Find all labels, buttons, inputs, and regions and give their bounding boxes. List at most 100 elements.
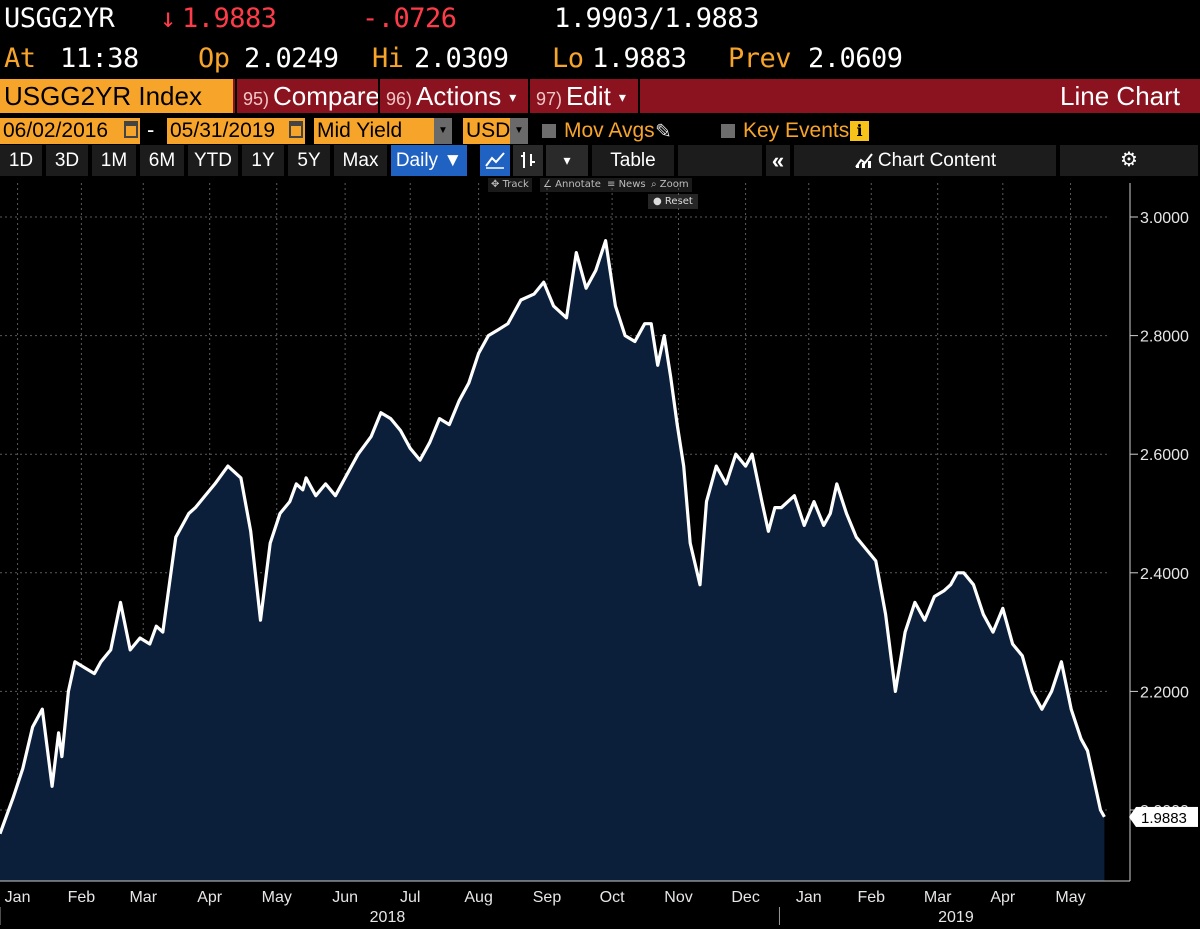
range-5y-button[interactable]: 5Y [288, 145, 332, 176]
dropdown-arrow-icon: ▼ [434, 118, 452, 144]
mov-avgs-label[interactable]: Mov Avgs [564, 119, 655, 142]
x-tick-label: May [1055, 889, 1085, 906]
last-value-box [1136, 806, 1198, 827]
quote-row-2: At 11:38 Op 2.0249 Hi 2.0309 Lo 1.9883 P… [0, 40, 1200, 80]
range-max-button[interactable]: Max [334, 145, 389, 176]
last-value-pointer [1129, 806, 1136, 827]
high-value: 2.0309 [414, 43, 509, 74]
x-tick-label: Jul [400, 889, 420, 906]
edit-button[interactable]: 97) Edit ▾ [528, 79, 638, 113]
news-tool[interactable]: ≡ News [604, 178, 649, 192]
bar-chart-icon[interactable] [513, 145, 545, 176]
year-label: 2019 [938, 909, 974, 926]
security-field[interactable]: USGG2YR Index [0, 79, 233, 113]
key-events-checkbox[interactable] [721, 124, 735, 138]
low-label: Lo [552, 43, 584, 74]
prev-label: Prev [728, 43, 792, 74]
last-value-label: 1.9883 [1141, 810, 1187, 827]
x-tick-label: Feb [68, 889, 96, 906]
zoom-tool[interactable]: ⌕ Zoom [648, 178, 692, 192]
net-change: -.0726 [362, 3, 457, 34]
x-tick-label: Mar [129, 889, 157, 906]
high-label: Hi [372, 43, 404, 74]
quote-row-1: USGG2YR ↓ 1.9883 -.0726 1.9903/1.9883 [0, 0, 1200, 40]
start-date-value: 06/02/2016 [3, 119, 109, 142]
actions-label: Actions [416, 81, 502, 111]
chart-content-button[interactable]: Chart Content [794, 145, 1058, 176]
yield-area [0, 240, 1105, 881]
collapse-icon[interactable]: « [766, 145, 792, 176]
range-1m-button[interactable]: 1M [92, 145, 138, 176]
info-icon[interactable]: i [850, 121, 869, 141]
actions-number: 96) [386, 89, 413, 109]
at-label: At [4, 43, 36, 74]
range-ytd-button[interactable]: YTD [188, 145, 240, 176]
parameter-bar: 06/02/2016 - 05/31/2019 Mid Yield ▼ USD … [0, 116, 1200, 144]
annotate-label: Annotate [555, 179, 601, 190]
x-tick-label: Sep [533, 889, 562, 906]
y-tick-label: 3.0000 [1140, 210, 1189, 227]
calendar-icon[interactable] [124, 121, 138, 138]
key-events-label[interactable]: Key Events [743, 119, 850, 142]
chart-content-label: Chart Content [877, 150, 997, 171]
reset-button[interactable]: ● Reset [648, 194, 698, 209]
low-value: 1.9883 [592, 43, 687, 74]
open-label: Op [198, 43, 230, 74]
dropdown-arrow-icon: ▼ [510, 118, 528, 144]
chart-type-area [638, 79, 1200, 113]
range-6m-button[interactable]: 6M [140, 145, 186, 176]
range-3d-button[interactable]: 3D [46, 145, 90, 176]
bid-ask: 1.9903/1.9883 [554, 3, 759, 34]
quote-time: 11:38 [60, 43, 139, 74]
year-label: 2018 [370, 909, 406, 926]
last-price: 1.9883 [182, 3, 277, 34]
field-select-value: Mid Yield [317, 119, 403, 142]
x-tick-label: Dec [731, 889, 759, 906]
x-tick-label: May [262, 889, 292, 906]
mov-avgs-checkbox[interactable] [542, 124, 556, 138]
compare-number: 95) [243, 89, 270, 109]
edit-label: Edit [566, 81, 611, 111]
yield-line [0, 239, 1106, 835]
x-tick-label: Apr [197, 889, 223, 906]
chart-style-dropdown[interactable]: ▾ [546, 145, 590, 176]
x-tick-label: Jun [332, 889, 358, 906]
prev-value: 2.0609 [808, 43, 903, 74]
chevron-down-icon: ▾ [618, 89, 626, 105]
calendar-icon[interactable] [289, 121, 303, 138]
chart-content-icon [855, 153, 873, 168]
periodicity-select[interactable]: Daily ▼ [391, 145, 469, 176]
x-tick-label: Jan [5, 889, 31, 906]
end-date-field[interactable]: 05/31/2019 [167, 118, 305, 144]
range-1y-button[interactable]: 1Y [242, 145, 286, 176]
field-select[interactable]: Mid Yield ▼ [314, 118, 452, 144]
start-date-field[interactable]: 06/02/2016 [0, 118, 140, 144]
x-tick-label: Jan [796, 889, 822, 906]
x-tick-label: Aug [464, 889, 492, 906]
x-tick-label: Feb [857, 889, 885, 906]
table-button[interactable]: Table [592, 145, 676, 176]
x-tick-label: Oct [600, 889, 625, 906]
down-arrow-icon: ↓ [160, 3, 176, 34]
currency-select[interactable]: USD ▼ [463, 118, 528, 144]
compare-label: Compare [273, 81, 380, 111]
open-value: 2.0249 [244, 43, 339, 74]
toolbar-spacer [678, 145, 764, 176]
x-axis: Jan Feb Mar Apr May Jun Jul Aug Sep Oct Nov Dec Jan F… [0, 880, 1130, 926]
track-tool[interactable]: ✥ Track [488, 178, 532, 192]
y-tick-label: 2.2000 [1140, 684, 1189, 701]
compare-button[interactable]: 95) Compare [235, 79, 380, 113]
chart-type-label[interactable]: Line Chart [1060, 81, 1180, 111]
ticker-symbol: USGG2YR [4, 3, 115, 34]
actions-button[interactable]: 96) Actions ▾ [378, 79, 526, 113]
range-bar: 1D 3D 1M 6M YTD 1Y 5Y Max Daily ▼ ▾ Tabl… [0, 145, 1200, 176]
reset-label: Reset [664, 196, 693, 207]
end-date-value: 05/31/2019 [170, 119, 276, 142]
x-tick-label: Apr [990, 889, 1016, 906]
range-1d-button[interactable]: 1D [0, 145, 44, 176]
pencil-icon[interactable]: ✎ [655, 121, 672, 143]
line-chart-icon[interactable] [480, 145, 512, 176]
settings-icon[interactable]: ⚙ [1060, 145, 1200, 176]
